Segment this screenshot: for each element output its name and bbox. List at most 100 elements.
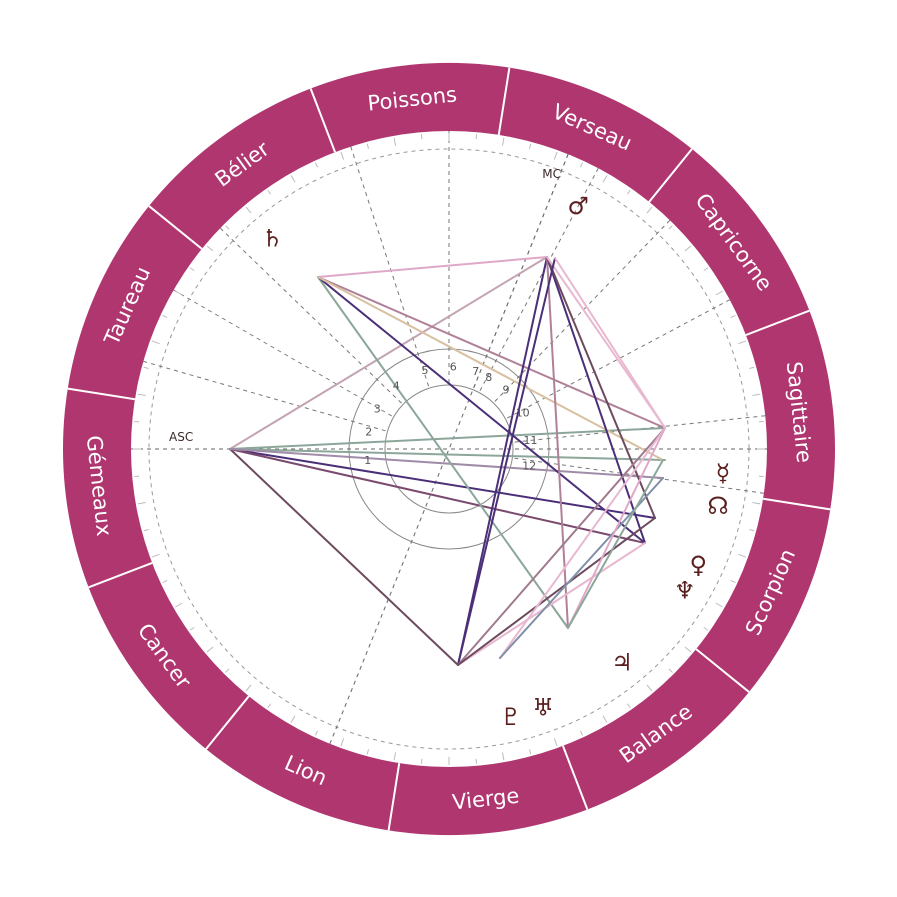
degree-tick [730,579,736,584]
sign-divider [67,387,136,401]
sign-divider [88,562,153,589]
venus-icon: ♀ [689,551,707,579]
degree-tick [684,646,692,653]
uranus-icon: ♅ [532,693,554,721]
degree-tick [579,162,584,168]
degree-tick [189,626,195,631]
degree-tick [602,715,608,723]
aspect-line [317,276,569,629]
house-cusp-5 [350,146,430,389]
axis-labels: ASC MC [169,167,561,444]
sign-divider [562,745,589,810]
house-number-3: 3 [374,403,381,416]
neptune-icon: ♆ [674,577,696,605]
mars-icon: ♂ [567,192,589,220]
degree-tick [646,684,653,692]
degree-tick [715,602,723,608]
aspect-line [567,427,666,629]
degree-tick [684,245,692,252]
degree-tick [151,553,160,558]
degree-tick [703,626,709,631]
degree-tick [749,366,755,369]
house-number-6: 6 [450,361,457,374]
house-cusp-10 [505,299,731,420]
aspect-line [457,257,556,666]
degree-tick [340,151,345,160]
zodiac-ring: PoissonsVerseauCapricorneSagittaireScorp… [62,62,835,836]
aspect-line [499,427,666,659]
house-number-2: 2 [365,425,372,438]
degree-tick [340,738,345,747]
sign-divider [309,88,336,153]
degree-tick [553,738,558,747]
degree-tick [668,225,673,230]
degree-tick [137,393,146,397]
sign-divider [148,205,203,250]
degree-tick [314,162,319,168]
degree-tick [290,175,296,183]
house-cusp-12 [512,457,764,494]
house-cusp-4 [219,227,404,405]
mc-ic-axis [329,153,569,745]
aspect-line [546,256,569,629]
aspect-line [546,256,666,429]
degree-tick [529,143,532,149]
sign-divider [205,695,250,750]
house-number-10: 10 [516,407,530,420]
aspect-lines [229,256,666,666]
degree-tick [393,752,397,761]
aspect-line [546,256,656,519]
degree-tick [738,340,747,345]
aspect-line [229,448,459,666]
aspect-line [457,517,656,666]
aspect-line [567,459,664,629]
house-number-1: 1 [364,454,371,467]
degree-tick [143,529,149,532]
degree-tick [579,730,584,736]
house-cusp-3 [173,289,394,418]
mercury-icon: ☿ [716,459,731,487]
degree-tick [245,206,252,214]
zodiac-band [62,62,835,836]
sign-divider [497,67,511,136]
mc-label: MC [542,167,561,181]
aspect-line [229,448,656,519]
degree-tick [626,703,631,709]
pluto-icon: ♇ [500,703,522,731]
degree-tick [314,730,319,736]
house-cusps [131,131,767,745]
planet-glyphs: ♄ ♂ ☿ ☊ ♀♆ ♃ ♅ ♇ [261,192,730,731]
degree-tick [290,715,296,723]
degree-tick [393,137,397,146]
aspect-line [457,542,646,666]
degree-tick [206,245,214,252]
degree-tick [175,290,183,296]
degree-tick [225,668,230,673]
aspect-line [229,448,646,544]
aspect-line [317,256,548,278]
degree-tick [626,189,631,195]
degree-tick [749,529,755,532]
degree-tick [646,206,653,214]
degree-tick [267,703,272,709]
asc-label: ASC [169,430,193,444]
degree-tick [752,393,761,397]
degree-tick [501,137,505,146]
sign-divider [762,497,831,511]
degree-tick [189,267,195,272]
house-number-5: 5 [422,364,429,377]
degree-tick [703,267,709,272]
degree-tick [151,340,160,345]
aspect-line [317,276,646,544]
degree-tick [143,366,149,369]
aspect-line [229,427,666,450]
degree-tick [738,553,747,558]
house-cusp-11 [512,415,766,443]
degree-tick [162,314,168,319]
aspect-line [229,448,664,479]
sign-divider [648,148,693,203]
degree-tick [752,501,761,505]
degree-tick [267,189,272,195]
aspect-line [554,257,666,429]
